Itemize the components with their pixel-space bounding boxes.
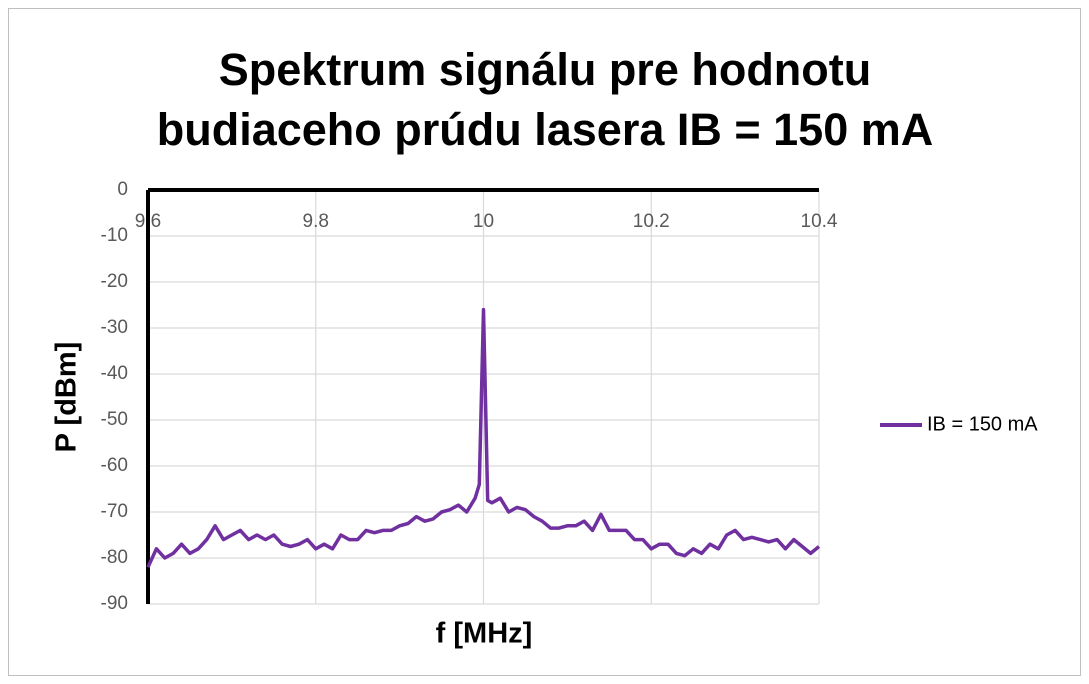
chart-title: Spektrum signálu pre hodnotu xyxy=(219,44,872,95)
y-tick-label: -80 xyxy=(101,547,128,568)
x-tick-label: 9.8 xyxy=(303,211,329,232)
y-tick-label: -90 xyxy=(101,593,128,614)
x-tick-label: 10 xyxy=(473,211,494,232)
y-tick-label: -60 xyxy=(101,455,128,476)
y-tick-label: -10 xyxy=(101,225,128,246)
y-tick-label: 0 xyxy=(117,179,128,200)
data-line xyxy=(146,307,821,568)
y-tick-label: -20 xyxy=(101,271,128,292)
legend-label: IB = 150 mA xyxy=(927,413,1038,435)
chart-border xyxy=(8,8,1081,676)
y-tick-label: -30 xyxy=(101,317,128,338)
y-axis-label: P [dBm] xyxy=(51,342,83,453)
y-tick-label: -50 xyxy=(101,409,128,430)
y-tick-label: -40 xyxy=(101,363,128,384)
x-tick-label: 10.4 xyxy=(801,211,838,232)
x-tick-label: 10.2 xyxy=(633,211,670,232)
y-tick-label: -70 xyxy=(101,501,128,522)
chart-title: budiaceho prúdu lasera IB = 150 mA xyxy=(157,104,934,155)
x-axis-label: f [MHz] xyxy=(436,618,533,650)
